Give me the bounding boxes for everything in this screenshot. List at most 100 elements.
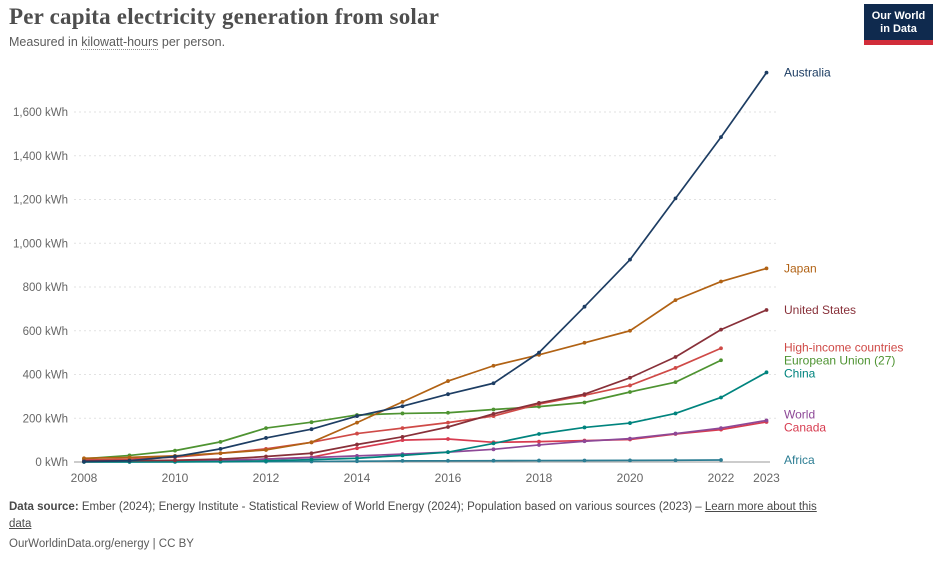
- data-point: [719, 279, 723, 284]
- data-point: [264, 436, 268, 440]
- data-point: [446, 450, 450, 455]
- series-label-european-union-27-[interactable]: European Union (27): [784, 353, 895, 367]
- data-point: [764, 308, 769, 312]
- kilowatt-hours-link[interactable]: kilowatt-hours: [81, 35, 159, 50]
- series-label-canada[interactable]: Canada: [784, 421, 826, 435]
- data-source-label: Data source:: [9, 501, 79, 513]
- series-line-united-states[interactable]: [83, 309, 768, 462]
- data-point: [764, 266, 769, 271]
- data-point: [127, 455, 132, 460]
- data-point: [764, 70, 769, 75]
- series-label-china[interactable]: China: [784, 366, 816, 380]
- data-point: [719, 135, 723, 140]
- data-point: [173, 458, 177, 463]
- data-point: [628, 390, 632, 394]
- series-label-united-states[interactable]: United States: [784, 303, 856, 317]
- data-point: [628, 421, 632, 425]
- x-tick-label: 2008: [71, 471, 98, 485]
- data-point: [491, 363, 496, 368]
- data-point: [491, 407, 496, 412]
- series-line-china[interactable]: [83, 371, 768, 463]
- data-point: [82, 456, 86, 461]
- data-point: [764, 418, 769, 423]
- y-tick-label: 1,000 kWh: [13, 238, 68, 250]
- series-label-australia[interactable]: Australia: [784, 66, 831, 80]
- data-point: [309, 457, 314, 462]
- data-point: [764, 370, 769, 375]
- series-label-world[interactable]: World: [784, 408, 815, 422]
- data-point: [309, 451, 314, 456]
- series-label-africa[interactable]: Africa: [784, 453, 815, 467]
- data-point: [673, 411, 678, 416]
- data-point: [673, 196, 678, 201]
- subtitle-text-suffix: per person.: [158, 35, 226, 49]
- data-point: [355, 420, 359, 425]
- data-point: [400, 453, 405, 458]
- series-line-european-union-27-[interactable]: [83, 359, 722, 460]
- data-point: [582, 392, 587, 397]
- data-point: [218, 439, 223, 444]
- data-point: [537, 401, 541, 405]
- data-point: [491, 411, 496, 416]
- data-point: [673, 298, 678, 303]
- data-point: [400, 426, 405, 430]
- data-point: [446, 425, 450, 429]
- chart-subtitle: Measured in kilowatt-hours per person.: [9, 35, 849, 50]
- y-tick-label: 400 kWh: [23, 370, 68, 382]
- data-point: [309, 440, 314, 445]
- series-label-high-income-countries[interactable]: High-income countries: [784, 340, 903, 354]
- data-source-note: Data source: Ember (2024); Energy Instit…: [9, 499, 821, 534]
- data-point: [537, 432, 541, 436]
- data-point: [673, 380, 678, 385]
- data-point: [446, 392, 450, 397]
- data-point: [719, 426, 723, 430]
- data-point: [355, 431, 359, 436]
- y-tick-label: 1,600 kWh: [13, 107, 68, 119]
- data-point: [355, 459, 359, 464]
- x-tick-label: 2012: [253, 471, 280, 485]
- data-point: [628, 375, 632, 380]
- data-point: [355, 414, 359, 418]
- data-point: [673, 355, 678, 359]
- x-tick-label: 2022: [708, 471, 735, 485]
- data-point: [719, 346, 723, 351]
- data-point: [582, 425, 587, 430]
- series-line-australia[interactable]: [83, 71, 768, 463]
- series-line-japan[interactable]: [83, 267, 768, 460]
- data-point: [446, 410, 450, 415]
- data-point: [719, 395, 723, 400]
- data-source-text: Ember (2024); Energy Institute - Statist…: [78, 501, 705, 513]
- series-line-high-income-countries[interactable]: [83, 347, 722, 461]
- data-point: [82, 459, 86, 464]
- data-point: [218, 446, 223, 451]
- data-point: [582, 304, 587, 309]
- data-point: [264, 454, 268, 459]
- data-point: [355, 442, 359, 447]
- data-point: [264, 459, 268, 463]
- owid-logo[interactable]: Our World in Data: [864, 4, 933, 45]
- data-point: [173, 448, 177, 453]
- data-point: [719, 458, 723, 462]
- learn-more-link[interactable]: Learn more about this data: [9, 501, 817, 531]
- x-tick-label: 2023: [753, 471, 780, 485]
- x-tick-label: 2016: [435, 471, 462, 485]
- data-point: [400, 404, 405, 409]
- data-point: [628, 328, 632, 333]
- data-point: [309, 427, 314, 432]
- data-point: [400, 434, 405, 439]
- series-label-japan[interactable]: Japan: [784, 261, 817, 275]
- data-point: [582, 439, 587, 444]
- data-point: [400, 438, 405, 443]
- data-point: [582, 400, 587, 405]
- data-point: [355, 456, 359, 461]
- data-point: [173, 454, 177, 459]
- x-tick-label: 2014: [344, 471, 371, 485]
- data-point: [127, 458, 132, 463]
- data-point: [491, 458, 496, 463]
- owid-logo-line2: in Data: [880, 23, 917, 35]
- y-tick-label: 800 kWh: [23, 282, 68, 294]
- data-point: [446, 420, 450, 425]
- data-point: [537, 404, 541, 409]
- owid-logo-line1: Our World: [871, 10, 926, 22]
